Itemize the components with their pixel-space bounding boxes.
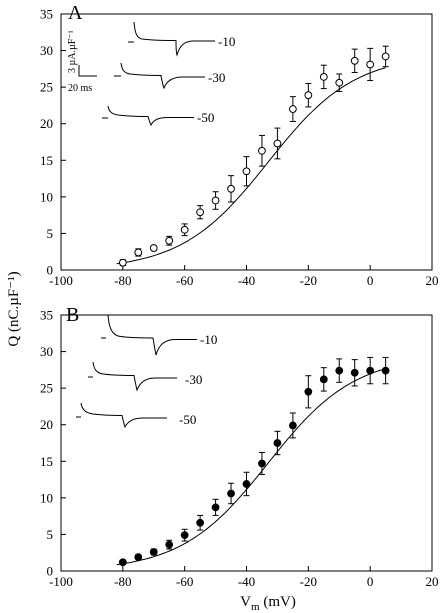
x-tick-label-b: 0 — [367, 574, 374, 589]
data-point-a — [319, 73, 328, 81]
trace-label-a-minus30: -30 — [208, 70, 225, 85]
scale-label-time: 20 ms — [68, 83, 92, 94]
y-tick-label-b: 0 — [47, 564, 54, 579]
y-tick-label-b: 10 — [40, 490, 53, 505]
y-tick-label-b: 30 — [40, 344, 53, 359]
data-point-b — [165, 540, 174, 549]
data-point-b — [227, 489, 235, 498]
x-tick-label-b: 20 — [426, 574, 439, 589]
data-point-b — [319, 375, 328, 384]
y-tick-label-b: 15 — [40, 454, 53, 469]
y-tick-label-a: 35 — [40, 7, 53, 22]
inset-traces-a — [78, 21, 215, 127]
data-point-a — [381, 52, 390, 61]
data-point-a — [227, 184, 235, 193]
x-tick-label-a: -100 — [49, 273, 73, 288]
data-point-b — [180, 531, 189, 540]
data-point-b — [381, 366, 390, 375]
y-tick-label-a: 10 — [40, 189, 53, 204]
y-tick-label-a: 20 — [40, 116, 53, 131]
data-point-b — [288, 421, 297, 430]
x-tick-label-b: -80 — [114, 574, 131, 589]
y-tick-label-b: 25 — [40, 381, 53, 396]
trace-b-minus30 — [88, 361, 177, 392]
x-tick-label-a: 20 — [426, 273, 439, 288]
x-tick-label-a: -60 — [176, 273, 193, 288]
data-point-b — [211, 503, 220, 512]
y-tick-label-b: 20 — [40, 417, 53, 432]
data-point-b — [304, 387, 313, 396]
data-point-b — [366, 366, 375, 375]
data-point-a — [165, 236, 174, 245]
trace-a-minus50 — [102, 105, 194, 127]
trace-label-b-minus50: -50 — [179, 412, 196, 427]
y-tick-label-a: 30 — [40, 43, 53, 58]
panel-a-label: A — [68, 2, 83, 24]
data-point-b — [134, 553, 143, 562]
data-point-b — [335, 366, 344, 375]
data-point-a — [134, 248, 143, 257]
data-point-a — [304, 91, 313, 100]
y-tick-label-a: 0 — [47, 263, 54, 278]
y-tick-label-b: 5 — [47, 527, 54, 542]
x-tick-label-a: 0 — [367, 273, 374, 288]
x-tick-label-b: -100 — [49, 574, 73, 589]
data-point-a — [118, 258, 127, 267]
plot-a: -100 -80 -60 -40 -20 0 20 0 5 10 15 20 25 30 35 — [40, 7, 439, 289]
fit-curve-b — [116, 368, 386, 566]
x-axis-label-subscript: m — [251, 601, 260, 613]
trace-a-minus30 — [114, 62, 205, 90]
y-axis-label: Q (nC.µF⁻¹) — [6, 271, 22, 346]
x-tick-label-a: -80 — [114, 273, 131, 288]
data-point-a — [242, 167, 251, 176]
plot-frame-a — [60, 13, 433, 271]
data-point-b — [196, 518, 205, 527]
trace-label-b-minus10: -10 — [200, 332, 217, 347]
x-axis-label: Vm (mV) — [240, 594, 296, 613]
plot-b: -100 -80 -60 -40 -20 0 20 0 5 10 15 20 25 30 35 — [40, 308, 439, 590]
trace-b-minus10 — [101, 314, 197, 356]
x-tick-label-a: -20 — [300, 273, 317, 288]
data-point-a — [196, 208, 205, 217]
panel-b-label: B — [66, 304, 79, 326]
y-tick-label-b: 35 — [40, 308, 53, 323]
y-tick-label-a: 25 — [40, 80, 53, 95]
x-tick-label-b: -20 — [300, 574, 317, 589]
data-point-a — [273, 139, 282, 148]
y-tick-label-a: 15 — [40, 153, 53, 168]
x-tick-label-a: -40 — [238, 273, 255, 288]
trace-label-a-minus10: -10 — [218, 34, 235, 49]
data-point-b — [350, 368, 359, 377]
data-point-b — [258, 459, 266, 468]
data-point-a — [211, 196, 220, 205]
data-point-a — [350, 56, 359, 65]
x-tick-label-b: -60 — [176, 574, 193, 589]
data-point-a — [288, 105, 297, 113]
x-tick-label-b: -40 — [238, 574, 255, 589]
plot-frame-b — [60, 314, 433, 572]
x-axis-label-unit: (mV) — [260, 594, 296, 610]
data-point-b — [273, 439, 282, 447]
data-point-a — [366, 60, 375, 69]
y-tick-label-a: 5 — [47, 226, 54, 241]
data-point-b — [118, 558, 127, 567]
trace-label-a-minus50: -50 — [197, 110, 214, 125]
scale-label-amplitude: 3 µA.µF⁻¹ — [67, 30, 78, 73]
scale-bar-a — [78, 65, 97, 77]
data-point-a — [258, 146, 266, 155]
x-axis-label-main: V — [240, 594, 251, 610]
trace-label-b-minus30: -30 — [185, 372, 202, 387]
data-point-b — [242, 480, 251, 488]
data-point-a — [335, 78, 344, 87]
trace-a-minus10 — [128, 21, 215, 57]
data-point-a — [149, 244, 158, 252]
data-point-a — [180, 225, 189, 234]
trace-b-minus50 — [76, 402, 167, 429]
fit-curve-a — [116, 67, 386, 265]
data-point-b — [149, 548, 158, 556]
inset-traces-b — [76, 314, 197, 429]
